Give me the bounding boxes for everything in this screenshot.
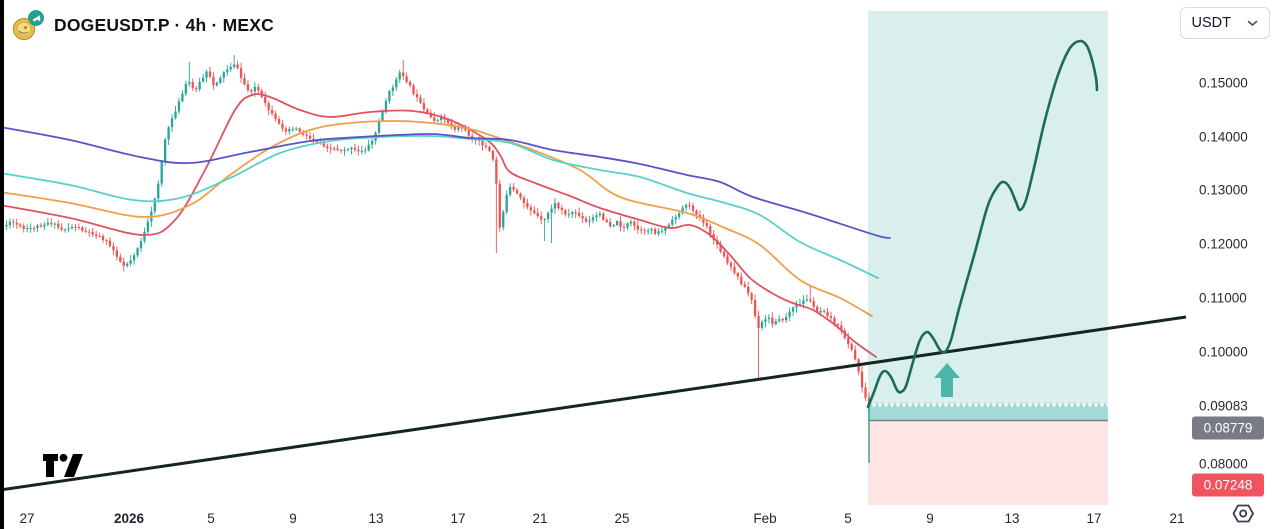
price-axis-label: 0.10000	[1199, 344, 1248, 360]
time-axis-label: 27	[19, 511, 35, 526]
left-edge-bar	[0, 0, 4, 529]
entry-price-badge: 0.08779	[1192, 416, 1264, 440]
settings-icon[interactable]	[1231, 502, 1256, 529]
time-axis-label: 17	[1086, 511, 1102, 526]
projected-price-path[interactable]	[866, 39, 1099, 409]
moving-averages-layer	[0, 93, 891, 358]
price-axis-label: 0.12000	[1199, 236, 1248, 252]
time-axis-label: 5	[844, 511, 852, 526]
time-axis-label: 13	[1004, 511, 1020, 526]
tradingview-logo-icon[interactable]	[42, 452, 84, 484]
stop-price-badge: 0.07248	[1192, 473, 1264, 497]
chevron-down-icon	[1247, 20, 1258, 26]
ma-cyan	[0, 134, 879, 279]
time-axis-label: 21	[532, 511, 548, 526]
time-axis-label: 25	[614, 511, 630, 526]
long-position-tool	[868, 11, 1108, 505]
time-axis-label: 9	[926, 511, 934, 526]
time-axis-label: 5	[207, 511, 215, 526]
price-axis-label: 0.08000	[1199, 456, 1248, 472]
ma-orange	[0, 120, 873, 317]
time-axis-label: 17	[450, 511, 466, 526]
candles-layer	[1, 55, 871, 463]
price-axis-label: 0.14000	[1199, 129, 1248, 145]
arrow-up-marker[interactable]	[934, 363, 960, 397]
stop-loss-zone	[868, 420, 1108, 505]
ma-purple	[0, 126, 891, 239]
price-axis-label: 0.11000	[1199, 290, 1247, 306]
doge-coin-icon	[10, 6, 48, 44]
entry-band	[868, 407, 1108, 421]
price-axis-label: 0.15000	[1199, 75, 1248, 91]
price-axis-label: 0.13000	[1199, 182, 1248, 198]
time-axis-label: 13	[368, 511, 384, 526]
time-axis-label: 9	[289, 511, 297, 526]
chart-legend: DOGEUSDT.P · 4h · MEXC	[10, 6, 274, 44]
time-axis-label: 2026	[113, 511, 145, 526]
price-axis-label: 0.09083	[1199, 398, 1248, 414]
symbol-title: DOGEUSDT.P · 4h · MEXC	[54, 14, 274, 35]
currency-selector-label: USDT	[1191, 15, 1231, 31]
ma-fast-red	[0, 93, 877, 358]
currency-selector-button[interactable]: USDT	[1179, 7, 1270, 39]
trendline[interactable]	[0, 315, 1187, 492]
time-axis-label: 21	[1169, 511, 1185, 526]
time-axis-label: Feb	[753, 511, 777, 526]
